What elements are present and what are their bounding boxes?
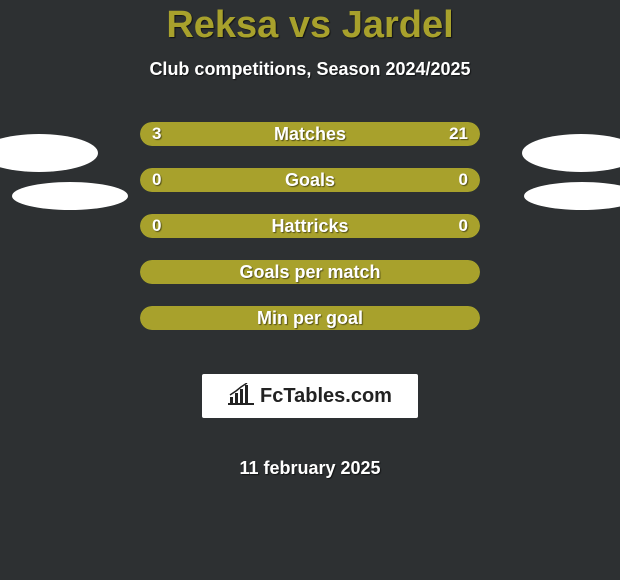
source-logo: FcTables.com bbox=[202, 374, 418, 418]
stat-fill-left bbox=[140, 214, 480, 238]
stat-fill-right bbox=[201, 122, 480, 146]
player-right-badge bbox=[522, 134, 620, 172]
stat-fill-left bbox=[140, 168, 480, 192]
stat-value-right: 0 bbox=[459, 214, 468, 238]
stats-area: Matches321Goals00Hattricks00Goals per ma… bbox=[0, 122, 620, 479]
source-logo-text: FcTables.com bbox=[260, 385, 392, 408]
chart-icon bbox=[228, 383, 254, 410]
stat-value-left: 0 bbox=[152, 168, 161, 192]
player-left-badge bbox=[0, 134, 98, 172]
stat-fill-left bbox=[140, 306, 480, 330]
stat-rows: Matches321Goals00Hattricks00Goals per ma… bbox=[140, 122, 480, 330]
stat-value-right: 21 bbox=[449, 122, 468, 146]
stat-fill-left bbox=[140, 260, 480, 284]
player-right-badge-2 bbox=[524, 182, 620, 210]
stat-row: Matches321 bbox=[140, 122, 480, 146]
stat-row: Goals00 bbox=[140, 168, 480, 192]
stat-row: Hattricks00 bbox=[140, 214, 480, 238]
stat-fill-left bbox=[140, 122, 201, 146]
comparison-infographic: Reksa vs Jardel Club competitions, Seaso… bbox=[0, 0, 620, 580]
page-subtitle: Club competitions, Season 2024/2025 bbox=[149, 59, 470, 80]
stat-row: Min per goal bbox=[140, 306, 480, 330]
stat-value-left: 0 bbox=[152, 214, 161, 238]
stat-value-right: 0 bbox=[459, 168, 468, 192]
player-left-badge-2 bbox=[12, 182, 128, 210]
date-line: 11 february 2025 bbox=[239, 458, 380, 479]
page-title: Reksa vs Jardel bbox=[166, 4, 453, 47]
stat-row: Goals per match bbox=[140, 260, 480, 284]
stat-value-left: 3 bbox=[152, 122, 161, 146]
